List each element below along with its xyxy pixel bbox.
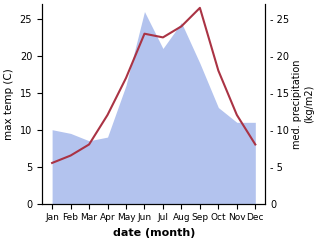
Y-axis label: med. precipitation
(kg/m2): med. precipitation (kg/m2)	[292, 59, 314, 149]
X-axis label: date (month): date (month)	[113, 228, 195, 238]
Y-axis label: max temp (C): max temp (C)	[4, 68, 14, 140]
